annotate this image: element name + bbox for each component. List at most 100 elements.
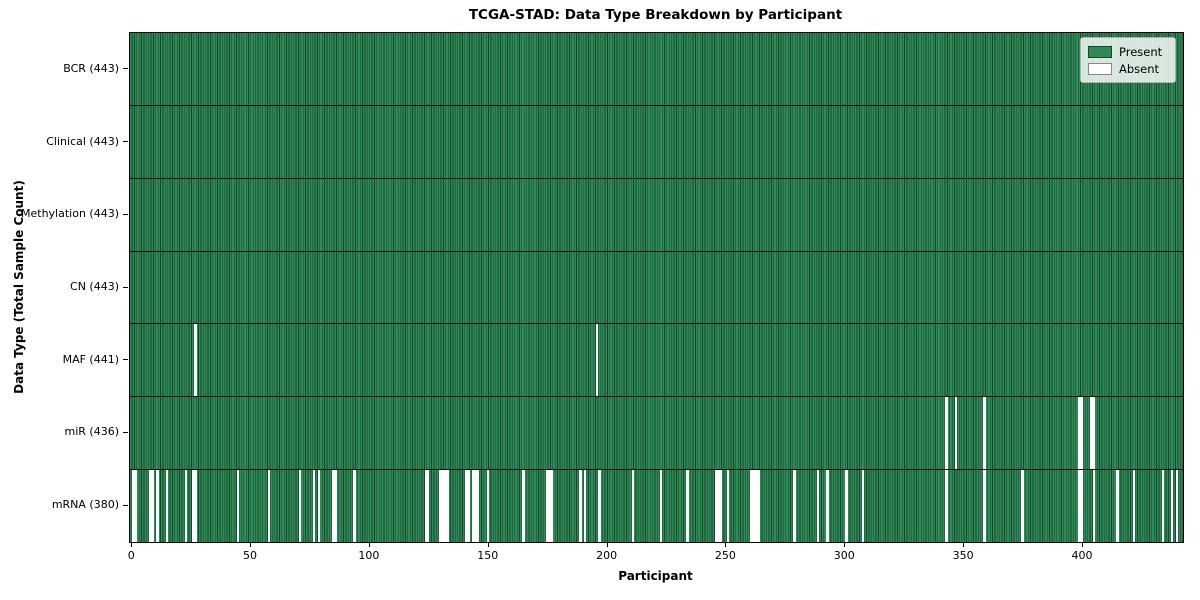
chart-title: TCGA-STAD: Data Type Breakdown by Partic… (468, 7, 843, 23)
absent-cell (548, 469, 551, 542)
absent-cell (267, 469, 271, 542)
present-cells (130, 396, 1183, 470)
legend-item-absent: Absent (1088, 60, 1167, 77)
absent-cell (945, 469, 948, 542)
heatmap-row-mRNA (130, 469, 1183, 542)
ytick-mark (123, 141, 128, 143)
absent-cell (1092, 396, 1096, 470)
ytick-mark (123, 504, 128, 506)
absent-cell (826, 469, 829, 542)
ytick-label-BCR: BCR (443) (63, 61, 119, 75)
absent-cell (793, 469, 796, 542)
absent-cell (132, 469, 135, 542)
absent-cell (151, 469, 154, 542)
absent-cell (1021, 469, 1024, 542)
legend-label-present: Present (1119, 44, 1163, 59)
absent-cell (194, 323, 197, 397)
absent-cell (1161, 469, 1164, 542)
absent-cell (317, 469, 321, 542)
legend-item-present: Present (1088, 43, 1167, 60)
absent-cell (1133, 469, 1136, 542)
legend: Present Absent (1080, 37, 1176, 83)
absent-cell (719, 469, 722, 542)
ytick-label-MAF: MAF (441) (62, 352, 119, 366)
absent-cell (595, 323, 599, 397)
absent-cell (1078, 469, 1081, 542)
xtick-label-50: 50 (243, 549, 258, 562)
xtick-label-200: 200 (596, 549, 618, 562)
absent-cell (474, 469, 478, 542)
ytick-label-Methylation: Methylation (443) (21, 207, 119, 221)
x-axis-label: Participant (618, 569, 693, 583)
xtick-mark (844, 542, 846, 547)
xtick-label-300: 300 (833, 549, 855, 562)
absent-cell (983, 469, 986, 542)
heatmap-row-miR (130, 396, 1183, 470)
xtick-label-0: 0 (127, 549, 135, 562)
absent-cell (750, 469, 753, 542)
absent-cell (816, 469, 820, 542)
absent-cell (441, 469, 444, 542)
absent-cell (149, 469, 152, 542)
ytick-mark (123, 213, 128, 215)
present-swatch-icon (1088, 45, 1112, 58)
present-cells (130, 323, 1183, 397)
row-divider (130, 177, 1183, 179)
absent-cell (584, 469, 587, 542)
absent-cell (334, 469, 337, 542)
absent-cell (1080, 396, 1084, 470)
absent-cell (686, 469, 689, 542)
absent-cell (660, 469, 663, 542)
xtick-mark (963, 542, 965, 547)
absent-swatch-icon (1088, 62, 1112, 75)
absent-cell (954, 396, 958, 470)
absent-cell (191, 469, 195, 542)
absent-cell (755, 469, 758, 542)
xtick-mark (487, 542, 489, 547)
absent-cell (579, 469, 582, 542)
absent-cell (983, 396, 986, 470)
absent-cell (236, 469, 240, 542)
absent-cell (298, 469, 302, 542)
absent-cell (522, 469, 525, 542)
absent-cell (156, 469, 159, 542)
row-divider (130, 250, 1183, 252)
absent-cell (714, 469, 718, 542)
xtick-mark (368, 542, 370, 547)
absent-cell (134, 469, 138, 542)
ytick-label-CN: CN (443) (70, 280, 119, 293)
plot-area: Present Absent (129, 32, 1184, 543)
absent-cell (1080, 469, 1084, 542)
absent-cell (945, 396, 948, 470)
absent-cell (1175, 469, 1179, 542)
absent-cell (424, 469, 428, 542)
ytick-mark (123, 286, 128, 288)
absent-cell (165, 469, 169, 542)
ytick-mark (123, 359, 128, 361)
absent-cell (184, 469, 188, 542)
heatmap-row-Clinical (130, 105, 1183, 179)
heatmap-row-MAF (130, 323, 1183, 397)
absent-cell (477, 469, 480, 542)
ytick-label-Clinical: Clinical (443) (46, 134, 119, 148)
legend-label-absent: Absent (1119, 61, 1160, 76)
xtick-label-100: 100 (358, 549, 380, 562)
absent-cell (752, 469, 756, 542)
row-divider (130, 323, 1183, 325)
absent-cell (545, 469, 549, 542)
absent-cell (1092, 469, 1096, 542)
absent-cell (427, 469, 430, 542)
absent-cell (194, 469, 197, 542)
xtick-label-400: 400 (1071, 549, 1093, 562)
absent-cell (1090, 396, 1093, 470)
absent-cell (467, 469, 470, 542)
absent-cell (353, 469, 356, 542)
absent-cell (472, 469, 475, 542)
xtick-mark (606, 542, 608, 547)
absent-cell (313, 469, 316, 542)
xtick-label-350: 350 (952, 549, 974, 562)
ytick-label-miR: miR (436) (64, 425, 120, 439)
absent-cell (439, 469, 442, 542)
ytick-label-mRNA: mRNA (380) (51, 498, 119, 512)
